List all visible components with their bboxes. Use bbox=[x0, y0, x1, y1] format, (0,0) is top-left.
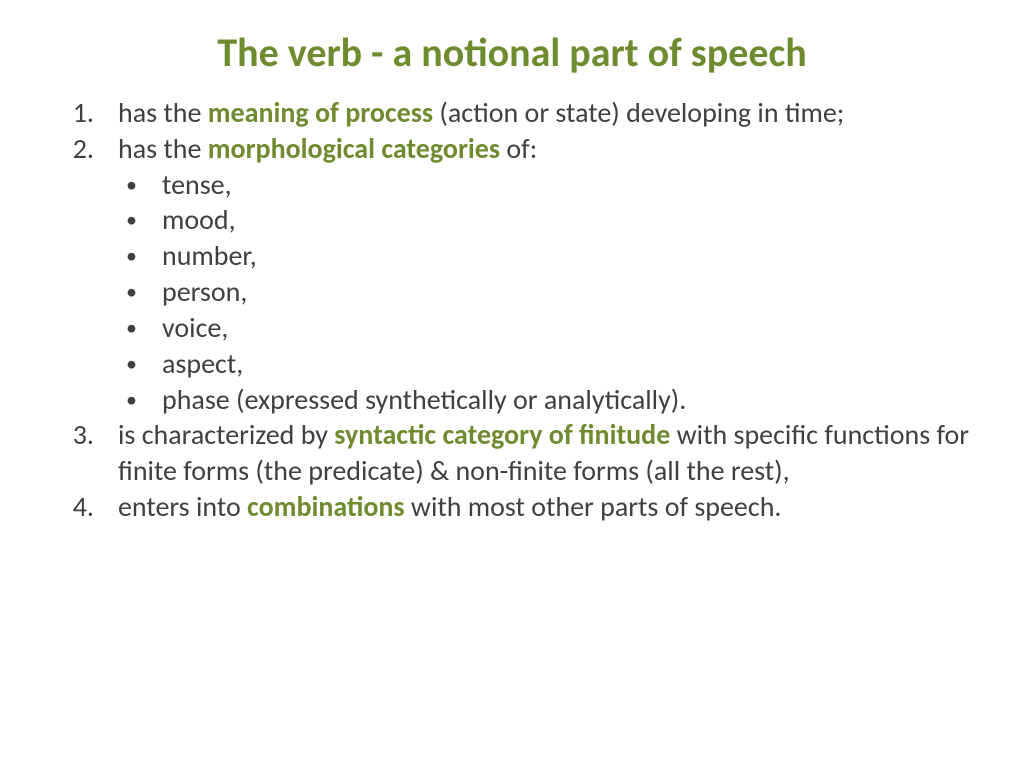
bullet-icon: • bbox=[126, 382, 162, 418]
text-post: (action or state) developing in time; bbox=[433, 95, 844, 130]
sub-text: phase (expressed synthetically or analyt… bbox=[162, 382, 984, 418]
highlight: morphological categories bbox=[208, 131, 500, 166]
sub-text: aspect, bbox=[162, 346, 984, 382]
sub-text: number, bbox=[162, 238, 984, 274]
text-pre: is characterized by bbox=[118, 417, 334, 452]
list-item: 3. is characterized by syntactic categor… bbox=[40, 417, 984, 489]
sub-item: •tense, bbox=[40, 167, 984, 203]
item-text: is characterized by syntactic category o… bbox=[118, 417, 984, 489]
slide-body: 1. has the meaning of process (action or… bbox=[40, 95, 984, 525]
sub-item: •person, bbox=[40, 274, 984, 310]
bullet-icon: • bbox=[126, 310, 162, 346]
slide-title: The verb - a notional part of speech bbox=[40, 28, 984, 77]
bullet-icon: • bbox=[126, 346, 162, 382]
main-list: 3. is characterized by syntactic categor… bbox=[40, 417, 984, 524]
item-number: 2. bbox=[40, 131, 118, 167]
item-text: has the morphological categories of: bbox=[118, 131, 984, 167]
item-number: 4. bbox=[40, 489, 118, 525]
sub-text: voice, bbox=[162, 310, 984, 346]
list-item: 1. has the meaning of process (action or… bbox=[40, 95, 984, 131]
item-number: 3. bbox=[40, 417, 118, 489]
sub-text: person, bbox=[162, 274, 984, 310]
text-pre: has the bbox=[118, 131, 208, 166]
item-number: 1. bbox=[40, 95, 118, 131]
text-pre: has the bbox=[118, 95, 208, 130]
list-item: 2. has the morphological categories of: bbox=[40, 131, 984, 167]
highlight: syntactic category of finitude bbox=[334, 417, 670, 452]
sub-text: mood, bbox=[162, 202, 984, 238]
sub-item: •aspect, bbox=[40, 346, 984, 382]
text-post: with most other parts of speech. bbox=[405, 489, 782, 524]
sub-item: •phase (expressed synthetically or analy… bbox=[40, 382, 984, 418]
bullet-icon: • bbox=[126, 238, 162, 274]
sub-text: tense, bbox=[162, 167, 984, 203]
main-list: 1. has the meaning of process (action or… bbox=[40, 95, 984, 167]
sub-item: •mood, bbox=[40, 202, 984, 238]
item-text: has the meaning of process (action or st… bbox=[118, 95, 984, 131]
bullet-icon: • bbox=[126, 167, 162, 203]
highlight: combinations bbox=[247, 489, 405, 524]
highlight: meaning of process bbox=[208, 95, 433, 130]
text-post: of: bbox=[500, 131, 537, 166]
sub-item: •voice, bbox=[40, 310, 984, 346]
item-text: enters into combinations with most other… bbox=[118, 489, 984, 525]
text-pre: enters into bbox=[118, 489, 247, 524]
list-item: 4. enters into combinations with most ot… bbox=[40, 489, 984, 525]
bullet-icon: • bbox=[126, 202, 162, 238]
sub-list: •tense, •mood, •number, •person, •voice,… bbox=[40, 167, 984, 418]
sub-item: •number, bbox=[40, 238, 984, 274]
bullet-icon: • bbox=[126, 274, 162, 310]
